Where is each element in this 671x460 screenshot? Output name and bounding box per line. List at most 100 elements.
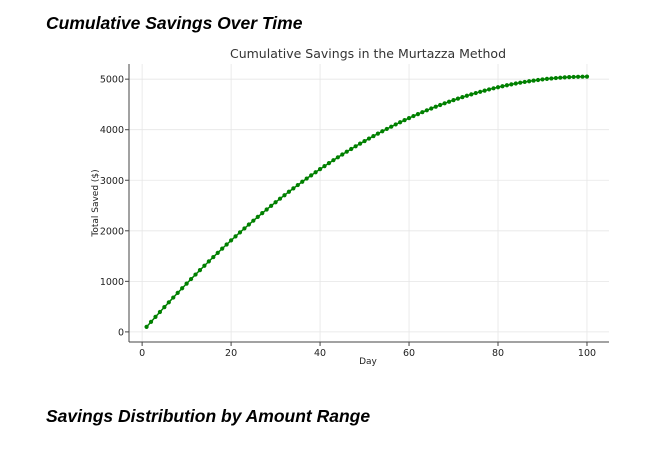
data-point-43 (331, 158, 336, 163)
data-point-94 (558, 75, 563, 80)
data-point-54 (380, 129, 385, 134)
data-point-12 (193, 272, 198, 277)
data-point-42 (326, 161, 332, 166)
data-point-76 (478, 89, 483, 94)
data-point-74 (469, 92, 474, 97)
data-point-27 (260, 211, 265, 216)
data-point-56 (389, 124, 394, 129)
y-tick-label-1000: 1000 (100, 277, 124, 288)
y-tick-label-5000: 5000 (100, 75, 124, 86)
data-point-61 (411, 113, 416, 119)
data-point-91 (544, 76, 550, 82)
x-tick-label-80: 80 (492, 348, 504, 359)
data-point-36 (300, 179, 305, 184)
data-point-33 (286, 189, 292, 194)
data-point-89 (535, 77, 541, 83)
data-point-92 (549, 76, 554, 81)
data-point-29 (269, 203, 274, 208)
data-point-18 (220, 246, 225, 251)
data-point-80 (495, 85, 501, 90)
data-point-81 (500, 84, 505, 89)
data-point-45 (340, 152, 345, 157)
data-point-72 (460, 95, 465, 100)
grid-lines (129, 64, 609, 342)
data-point-75 (473, 90, 478, 96)
section-heading-cumulative: Cumulative Savings Over Time (46, 13, 303, 33)
data-point-19 (224, 242, 229, 247)
data-point-50 (362, 138, 367, 144)
data-point-53 (375, 131, 380, 136)
data-point-38 (309, 173, 314, 178)
data-point-11 (188, 276, 194, 282)
data-point-65 (429, 106, 434, 111)
data-point-30 (273, 200, 278, 205)
data-point-41 (322, 164, 327, 169)
data-point-99 (580, 74, 585, 79)
data-point-64 (424, 108, 429, 113)
y-tick-label-4000: 4000 (100, 125, 124, 136)
x-axis-label: Day (359, 357, 377, 367)
data-point-9 (180, 286, 185, 291)
data-point-3 (153, 314, 158, 319)
data-point-24 (246, 222, 251, 227)
data-point-97 (571, 74, 576, 80)
x-tick-label-100: 100 (578, 348, 596, 359)
data-point-31 (277, 196, 283, 201)
data-point-88 (531, 78, 536, 83)
x-tick-label-60: 60 (403, 348, 415, 359)
data-point-44 (335, 155, 340, 160)
data-point-67 (438, 102, 443, 108)
data-point-47 (349, 146, 354, 152)
data-point-98 (575, 74, 581, 79)
data-point-51 (366, 136, 372, 141)
data-point-37 (304, 176, 309, 181)
data-point-49 (358, 141, 363, 146)
data-point-6 (166, 300, 171, 305)
data-point-58 (398, 120, 403, 125)
y-tick-label-2000: 2000 (100, 226, 124, 237)
data-point-70 (451, 98, 456, 103)
data-point-17 (215, 250, 220, 255)
data-point-15 (206, 259, 211, 264)
data-point-57 (393, 122, 398, 127)
data-point-83 (509, 82, 514, 87)
data-point-73 (464, 93, 469, 98)
data-point-86 (522, 79, 527, 85)
data-point-84 (513, 81, 518, 86)
data-point-68 (442, 101, 447, 106)
data-point-63 (420, 110, 425, 115)
data-point-20 (228, 238, 234, 243)
data-point-1 (144, 324, 149, 329)
data-point-40 (317, 167, 323, 172)
section-heading-distribution: Savings Distribution by Amount Range (46, 406, 371, 426)
data-point-59 (402, 118, 407, 123)
data-point-69 (446, 99, 452, 104)
data-point-77 (482, 88, 487, 93)
data-point-100 (584, 74, 590, 79)
data-point-2 (148, 319, 154, 324)
data-point-22 (237, 230, 243, 235)
data-point-14 (202, 263, 207, 268)
data-point-35 (295, 182, 300, 188)
data-point-39 (313, 170, 318, 175)
data-point-87 (527, 79, 532, 84)
data-point-26 (255, 214, 260, 219)
data-point-71 (455, 96, 461, 101)
data-point-62 (415, 111, 421, 117)
data-point-34 (291, 186, 296, 191)
series-line-0 (146, 75, 587, 328)
data-point-60 (406, 115, 412, 121)
data-point-55 (384, 126, 389, 132)
data-point-66 (433, 104, 438, 109)
data-point-23 (242, 226, 247, 231)
data-point-5 (162, 305, 167, 310)
data-point-25 (251, 218, 256, 223)
data-point-8 (175, 290, 180, 295)
x-tick-label-0: 0 (139, 348, 145, 359)
data-point-96 (567, 75, 572, 80)
x-tick-label-40: 40 (314, 348, 326, 359)
x-tick-label-20: 20 (225, 348, 237, 359)
data-point-32 (282, 193, 287, 198)
